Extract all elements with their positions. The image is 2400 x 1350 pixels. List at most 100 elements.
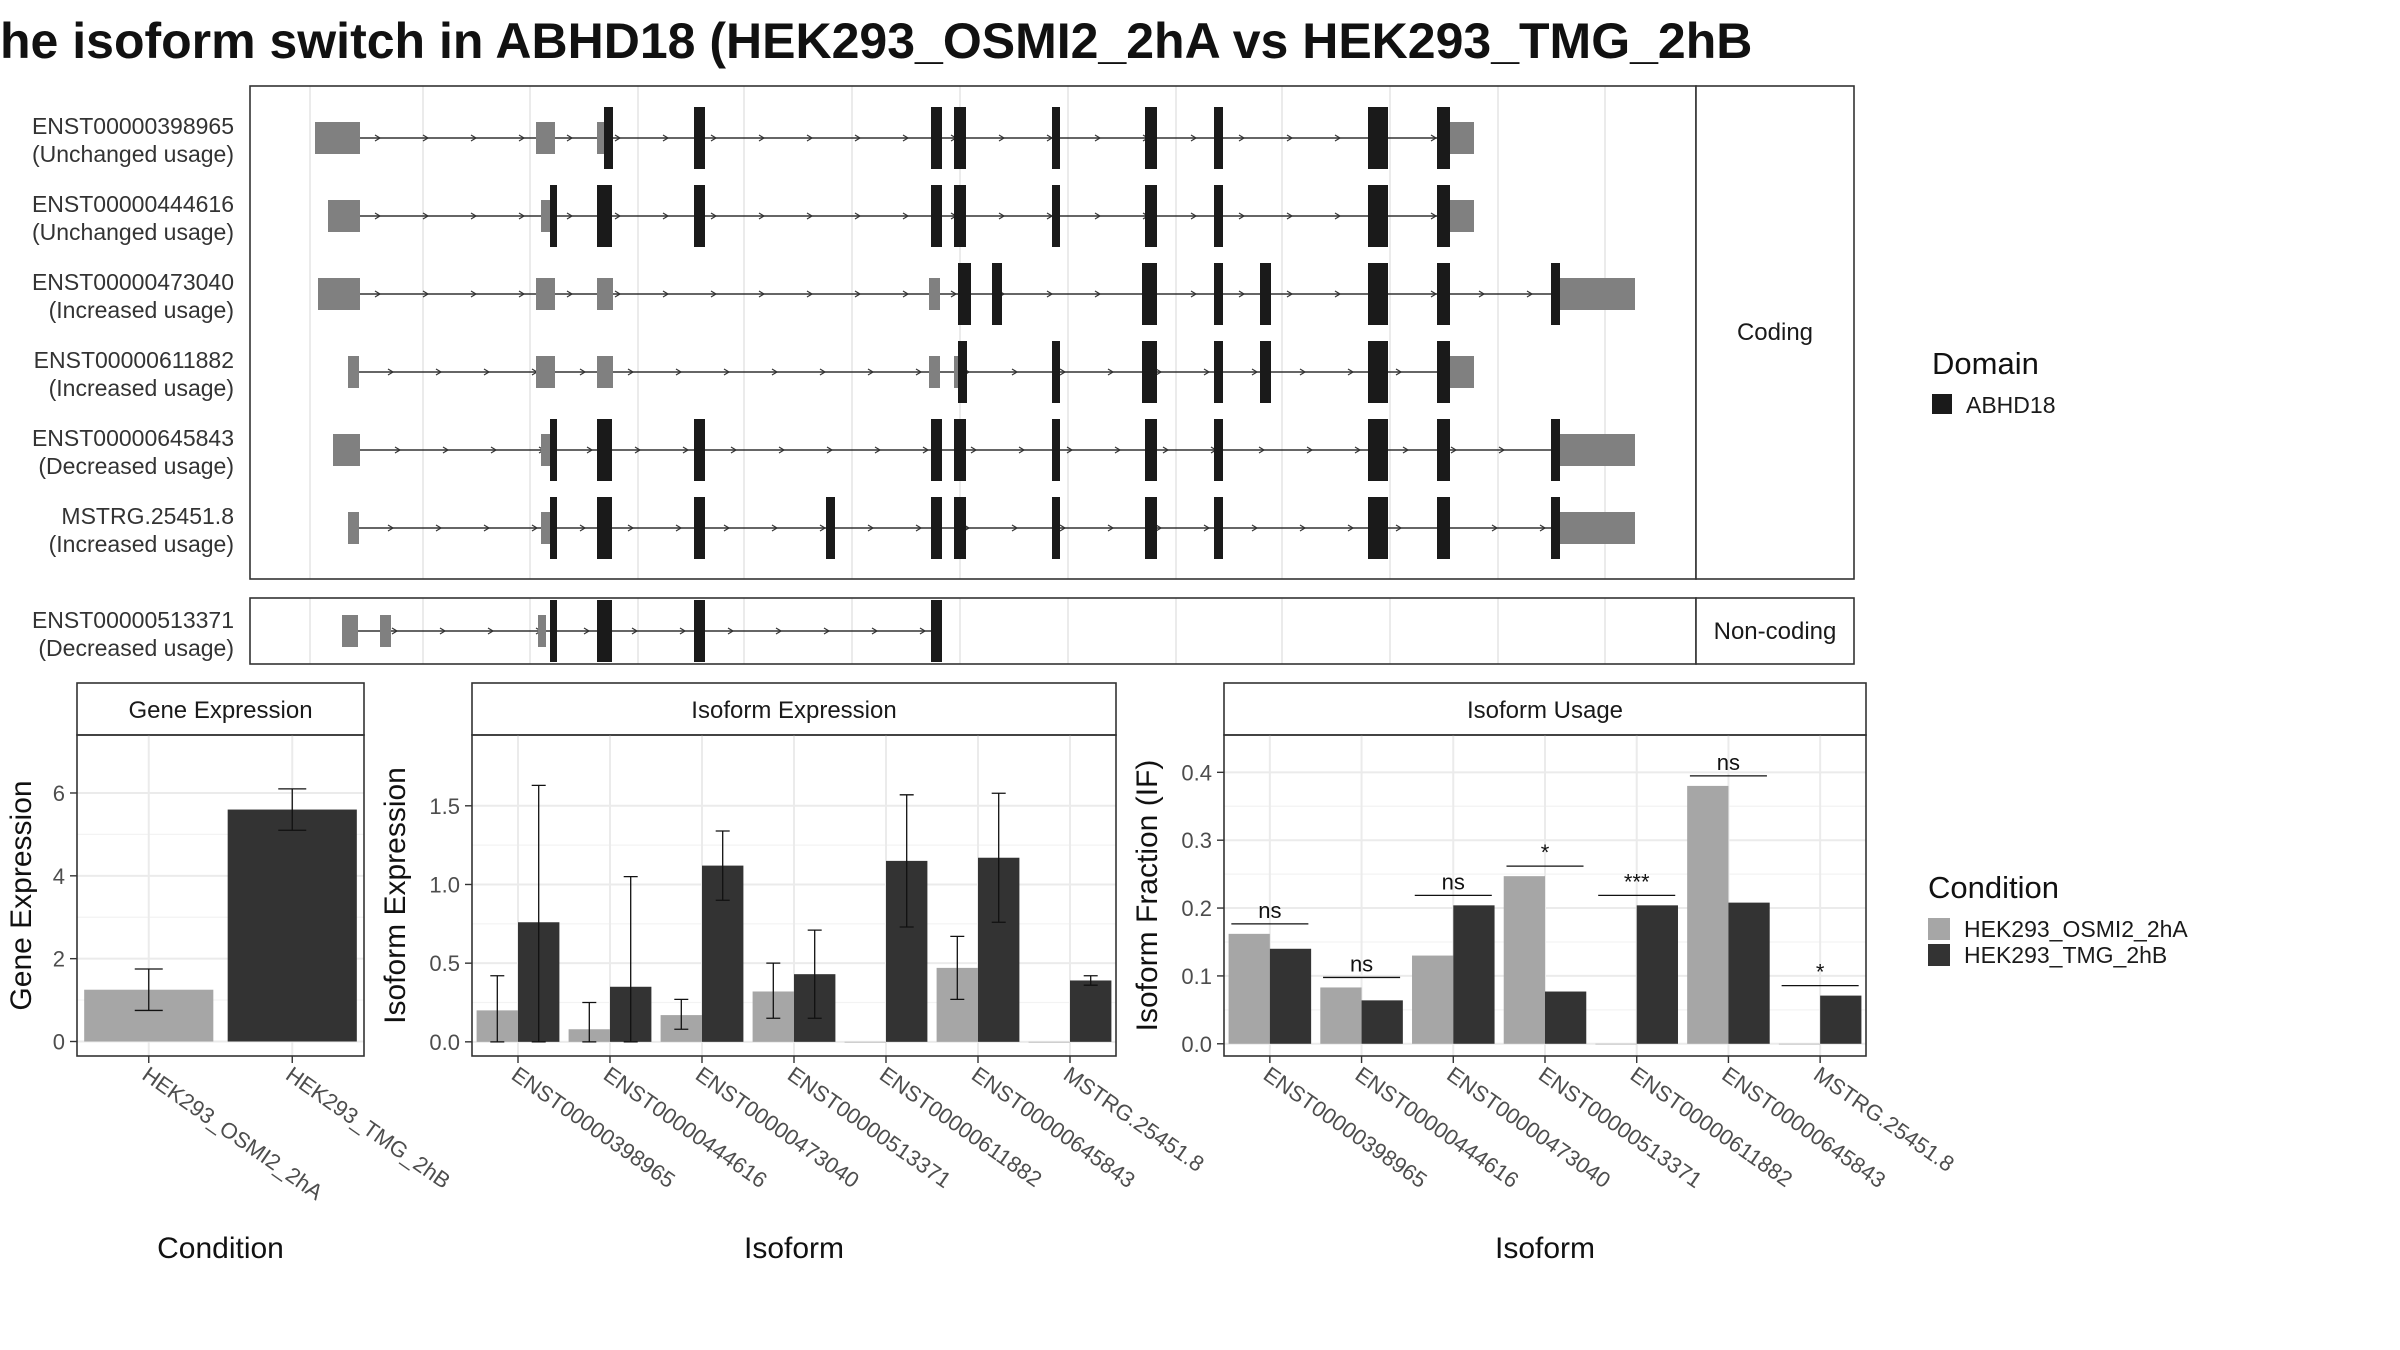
strand-arrow [871,627,879,635]
x-tick-label: ENST00000645843 [967,1062,1140,1193]
isoform-usage: (Unchanged usage) [32,141,234,167]
strand-arrow [627,524,635,532]
strand-arrow [579,368,587,376]
bar [1320,987,1362,1044]
strand-arrow [1114,446,1122,454]
strand-arrow [614,134,622,142]
strand-arrow [1430,212,1438,220]
strand-arrow [1299,524,1307,532]
domain-exon [1142,263,1157,325]
x-tick-label: ENST00000611882 [1626,1062,1797,1192]
utr-exon [1448,122,1474,154]
domain-exon [1437,107,1450,169]
coding-strip-box [1695,85,1855,580]
y-tick-label: 0.4 [1181,760,1212,785]
noncoding-strip-label: Non-coding [1714,618,1837,645]
strand-arrow [1203,524,1211,532]
strand-arrow [627,368,635,376]
significance-label: ns [1258,898,1281,923]
strand-arrow [806,290,814,298]
utr-exon [1448,356,1474,388]
y-tick-label: 0.0 [1181,1032,1212,1057]
strand-arrow [442,446,450,454]
domain-exon [597,419,612,481]
condition-legend-label-b: HEK293_TMG_2hB [1964,942,2167,968]
domain-exon [954,419,966,481]
strand-arrow [1238,134,1246,142]
strand-arrow [922,446,930,454]
strand-arrow [819,368,827,376]
domain-exon [1052,419,1060,481]
strand-arrow [470,134,478,142]
strand-arrow [518,134,526,142]
strand-arrow [518,212,526,220]
domain-exon [1437,497,1450,559]
domain-exon [1214,497,1223,559]
strand-arrow [710,212,718,220]
strand-arrow [919,627,927,635]
domain-exon [1214,419,1223,481]
isoform-name: ENST00000444616 [32,191,234,217]
domain-legend-title: Domain [1932,346,2039,381]
strand-arrow [823,627,831,635]
strand-arrow [675,368,683,376]
strand-arrow [723,524,731,532]
significance-label: *** [1624,869,1650,894]
strand-arrow [1539,524,1547,532]
strand-arrow [662,290,670,298]
strand-arrow [422,290,430,298]
strand-arrow [1190,134,1198,142]
utr-exon [597,356,613,388]
y-axis-label: Gene Expression [5,780,38,1010]
strand-arrow [1450,446,1458,454]
strand-arrow [1190,212,1198,220]
domain-exon [1368,107,1388,169]
domain-exon [1437,185,1450,247]
condition-legend-swatch-a [1928,918,1950,940]
strand-arrow [614,290,622,298]
bar [1070,980,1112,1042]
y-tick-label: 1.5 [429,794,460,819]
domain-exon [1368,263,1388,325]
domain-exon [1551,497,1560,559]
figure-title: he isoform switch in ABHD18 (HEK293_OSMI… [0,13,1752,69]
strand-arrow [1402,446,1410,454]
bar [1778,1043,1821,1045]
y-tick-label: 0 [53,1030,65,1055]
bar [1503,876,1545,1044]
strand-arrow [1251,368,1259,376]
strand-arrow [874,446,882,454]
strand-arrow [771,368,779,376]
domain-legend-label: ABHD18 [1966,392,2055,418]
strand-arrow [806,134,814,142]
domain-exon [992,263,1002,325]
utr-exon [536,278,555,310]
strand-arrow [583,627,591,635]
y-tick-label: 6 [53,781,65,806]
strand-arrow [902,134,910,142]
coding-panel-grid [309,86,1606,579]
strand-arrow [394,446,402,454]
isoform-usage: (Unchanged usage) [32,219,234,245]
domain-exon [1551,263,1560,325]
error-bar [766,962,781,1019]
bar [1412,955,1454,1044]
domain-exon [597,185,612,247]
domain-exon [1052,497,1060,559]
isoform-usage: (Increased usage) [49,531,234,557]
y-tick-label: 0.3 [1181,828,1212,853]
strand-arrow [819,524,827,532]
domain-exon [1437,419,1450,481]
x-tick-label: ENST00000444616 [599,1062,772,1193]
y-tick-label: 4 [53,864,65,889]
domain-exon [1214,107,1223,169]
strand-arrow [1094,290,1102,298]
strand-arrow [1107,368,1115,376]
strand-arrow [566,290,574,298]
bar [1545,991,1587,1044]
utr-exon [538,615,546,647]
domain-exon [931,600,942,662]
strand-arrow [470,212,478,220]
domain-exon [550,185,557,247]
utr-exon [597,278,613,310]
